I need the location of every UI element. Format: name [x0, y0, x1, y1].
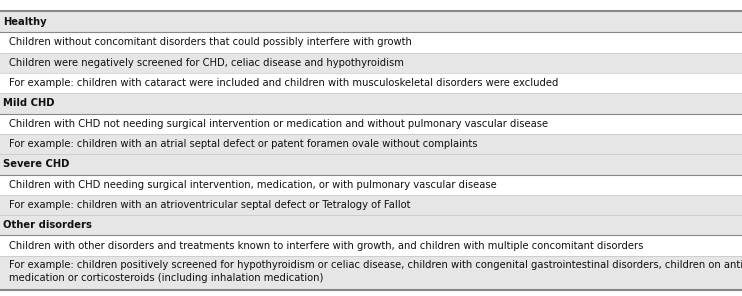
Bar	[0, 73, 742, 93]
Bar	[0, 12, 742, 32]
Text: Children with CHD needing surgical intervention, medication, or with pulmonary v: Children with CHD needing surgical inter…	[9, 180, 496, 190]
Bar	[0, 215, 742, 236]
Bar	[0, 93, 742, 114]
Text: Children with CHD not needing surgical intervention or medication and without pu: Children with CHD not needing surgical i…	[9, 119, 548, 129]
Bar	[0, 256, 742, 290]
Bar	[0, 236, 742, 256]
Text: Severe CHD: Severe CHD	[3, 159, 69, 169]
Text: Mild CHD: Mild CHD	[3, 98, 54, 108]
Text: Healthy: Healthy	[3, 17, 47, 27]
Bar	[0, 114, 742, 134]
Bar	[0, 53, 742, 73]
Text: For example: children with cataract were included and children with musculoskele: For example: children with cataract were…	[9, 78, 558, 88]
Bar	[0, 154, 742, 175]
Bar	[0, 32, 742, 53]
Text: Children without concomitant disorders that could possibly interfere with growth: Children without concomitant disorders t…	[9, 38, 412, 47]
Text: Other disorders: Other disorders	[3, 220, 92, 230]
Text: Children were negatively screened for CHD, celiac disease and hypothyroidism: Children were negatively screened for CH…	[9, 58, 404, 68]
Bar	[0, 195, 742, 215]
Text: Children with other disorders and treatments known to interfere with growth, and: Children with other disorders and treatm…	[9, 241, 643, 251]
Bar	[0, 134, 742, 154]
Bar	[0, 175, 742, 195]
Text: For example: children with an atrial septal defect or patent foramen ovale witho: For example: children with an atrial sep…	[9, 139, 477, 149]
Text: For example: children positively screened for hypothyroidism or celiac disease, : For example: children positively screene…	[9, 260, 742, 283]
Text: For example: children with an atrioventricular septal defect or Tetralogy of Fal: For example: children with an atrioventr…	[9, 200, 410, 210]
